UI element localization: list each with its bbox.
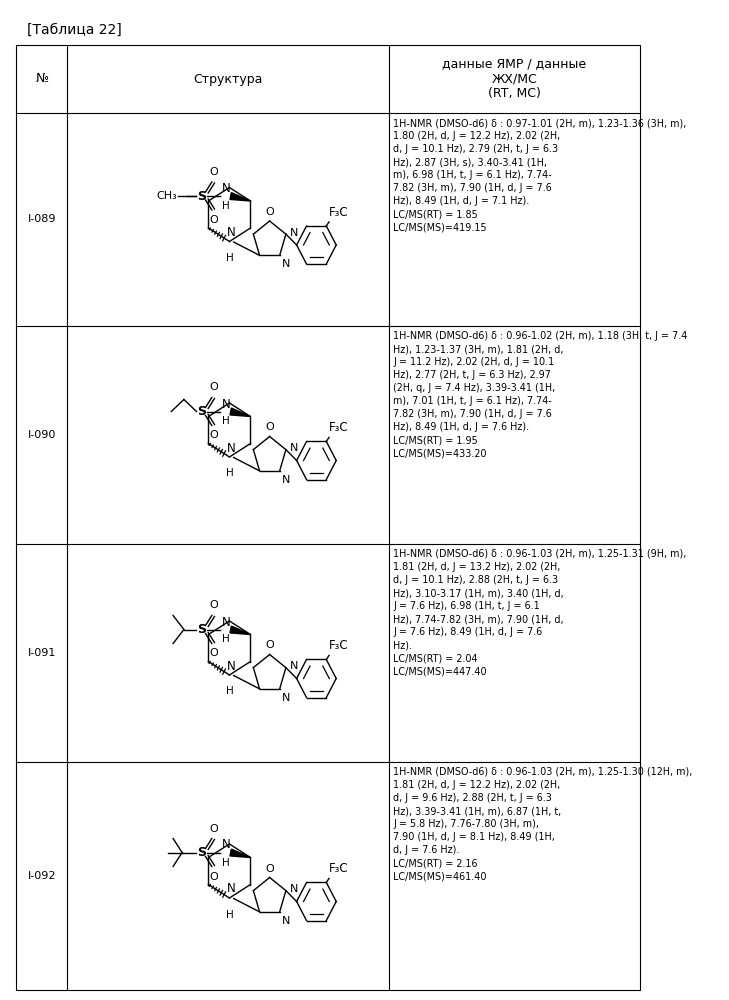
Text: F₃C: F₃C [329, 862, 348, 875]
Text: O: O [265, 863, 274, 874]
Text: O: O [209, 382, 218, 392]
Text: F₃C: F₃C [329, 639, 348, 652]
Text: N: N [290, 884, 299, 894]
Text: №: № [35, 73, 48, 86]
Text: N: N [222, 615, 230, 629]
Text: F₃C: F₃C [329, 206, 348, 219]
Text: I-092: I-092 [28, 871, 56, 881]
Text: N: N [227, 882, 235, 896]
Text: 1H-NMR (DMSO-d6) δ : 0.97-1.01 (2H, m), 1.23-1.36 (3H, m),
1.80 (2H, d, J = 12.2: 1H-NMR (DMSO-d6) δ : 0.97-1.01 (2H, m), … [393, 118, 687, 232]
Polygon shape [230, 193, 251, 201]
Text: N: N [222, 397, 230, 410]
Text: O: O [209, 600, 218, 610]
Polygon shape [230, 408, 251, 416]
Text: N: N [282, 259, 291, 269]
Text: Структура: Структура [193, 73, 262, 86]
Text: S: S [198, 623, 206, 636]
Text: I-090: I-090 [28, 430, 56, 440]
Text: N: N [227, 660, 235, 672]
Text: O: O [265, 207, 274, 217]
Text: N: N [222, 838, 230, 852]
Text: H: H [222, 201, 230, 211]
Text: S: S [198, 190, 206, 202]
Text: N: N [282, 475, 291, 485]
Text: O: O [209, 430, 218, 440]
Text: H: H [227, 910, 234, 920]
Polygon shape [230, 626, 251, 635]
Text: O: O [209, 824, 218, 834]
Text: I-091: I-091 [28, 648, 56, 658]
Text: O: O [209, 167, 218, 177]
Text: CH₃: CH₃ [156, 191, 176, 201]
Text: N: N [282, 916, 291, 926]
Text: H: H [222, 416, 230, 426]
Text: O: O [209, 215, 218, 225]
Text: N: N [290, 228, 299, 238]
Text: данные ЯМР / данные
ЖХ/МС
(RT, МС): данные ЯМР / данные ЖХ/МС (RT, МС) [443, 57, 586, 101]
Text: N: N [222, 182, 230, 195]
Text: N: N [227, 442, 235, 454]
Text: N: N [227, 226, 235, 239]
Text: [Таблица 22]: [Таблица 22] [27, 23, 122, 37]
Text: O: O [265, 422, 274, 432]
Text: 1H-NMR (DMSO-d6) δ : 0.96-1.03 (2H, m), 1.25-1.31 (9H, m),
1.81 (2H, d, J = 13.2: 1H-NMR (DMSO-d6) δ : 0.96-1.03 (2H, m), … [393, 549, 687, 676]
Text: I-089: I-089 [28, 215, 56, 225]
Text: O: O [265, 641, 274, 650]
Text: H: H [227, 686, 234, 696]
Text: N: N [290, 661, 299, 671]
Text: N: N [290, 443, 299, 453]
Text: O: O [209, 648, 218, 658]
Text: S: S [198, 405, 206, 418]
Text: S: S [198, 846, 206, 859]
Text: N: N [282, 693, 291, 703]
Text: 1H-NMR (DMSO-d6) δ : 0.96-1.03 (2H, m), 1.25-1.30 (12H, m),
1.81 (2H, d, J = 12.: 1H-NMR (DMSO-d6) δ : 0.96-1.03 (2H, m), … [393, 767, 693, 881]
Text: F₃C: F₃C [329, 421, 348, 434]
Text: O: O [209, 871, 218, 882]
Text: 1H-NMR (DMSO-d6) δ : 0.96-1.02 (2H, m), 1.18 (3H, t, J = 7.4
Hz), 1.23-1.37 (3H,: 1H-NMR (DMSO-d6) δ : 0.96-1.02 (2H, m), … [393, 331, 687, 458]
Text: H: H [222, 857, 230, 867]
Polygon shape [230, 849, 251, 857]
Text: H: H [227, 253, 234, 263]
Text: H: H [227, 468, 234, 479]
Text: H: H [222, 635, 230, 645]
